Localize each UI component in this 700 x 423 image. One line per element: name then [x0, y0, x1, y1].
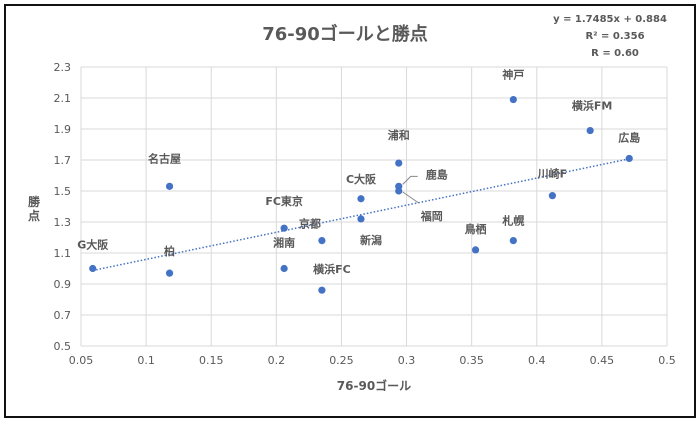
chart-frame [4, 4, 696, 418]
y-tick-label: 1.5 [54, 185, 72, 198]
data-label: 神戸 [502, 68, 524, 82]
data-label: 横浜FM [572, 99, 612, 113]
leader-line [402, 191, 420, 204]
chart-title: 76-90ゴールと勝点 [262, 23, 428, 45]
data-label: G大阪 [77, 238, 109, 252]
data-label: FC東京 [265, 194, 303, 208]
data-point [471, 246, 480, 254]
trendline-r2: R² = 0.356 [585, 31, 644, 42]
data-label: C大阪 [346, 172, 377, 186]
trendline-equation: y = 1.7485x + 0.884 [553, 14, 667, 25]
x-tick-label: 0.05 [69, 354, 94, 367]
y-tick-label: 2.3 [54, 61, 72, 74]
trendline [92, 158, 630, 272]
x-tick-label: 0.15 [199, 354, 224, 367]
x-tick-label: 0.4 [528, 354, 546, 367]
y-tick-label: 0.9 [54, 278, 72, 291]
data-label: 横浜FC [313, 262, 351, 276]
data-point [625, 154, 633, 163]
leader-line [402, 175, 418, 185]
data-point [89, 264, 97, 273]
data-point [165, 269, 174, 277]
data-label: 柏 [164, 244, 175, 258]
y-tick-label: 1.9 [54, 123, 72, 136]
data-point [395, 159, 403, 167]
y-tick-label: 1.1 [54, 247, 72, 260]
data-label: 福岡 [420, 209, 443, 223]
data-label: 広島 [618, 130, 640, 144]
data-point [280, 224, 288, 232]
y-tick-label: 0.7 [54, 309, 72, 322]
y-axis-title: 勝点 [28, 194, 41, 223]
data-point [318, 286, 326, 294]
data-label: 札幌 [501, 214, 524, 228]
x-tick-label: 0.1 [137, 354, 155, 367]
x-axis-title: 76-90ゴール [337, 378, 411, 393]
data-label: 湘南 [273, 236, 295, 250]
data-point [509, 237, 517, 245]
data-label: 鹿島 [426, 167, 448, 181]
data-point [395, 187, 403, 195]
x-tick-label: 0.45 [590, 354, 615, 367]
data-label: 川崎F [537, 167, 568, 181]
x-tick-label: 0.2 [268, 354, 286, 367]
data-point [357, 195, 365, 203]
data-point [586, 126, 594, 135]
data-label: 名古屋 [148, 151, 181, 165]
y-tick-label: 1.7 [54, 154, 72, 167]
data-label: 浦和 [388, 128, 410, 142]
x-tick-label: 0.5 [658, 354, 676, 367]
trendline-r: R = 0.60 [591, 48, 639, 59]
data-label: 京都 [299, 217, 321, 231]
data-point [165, 182, 174, 190]
y-tick-label: 2.1 [54, 92, 72, 105]
x-tick-label: 0.3 [398, 354, 416, 367]
y-tick-label: 0.5 [54, 340, 72, 353]
x-tick-label: 0.25 [329, 354, 354, 367]
x-tick-label: 0.35 [459, 354, 484, 367]
data-point [548, 192, 557, 200]
y-tick-label: 1.3 [54, 216, 72, 229]
data-point [280, 264, 288, 273]
data-point [509, 95, 517, 104]
data-point [357, 215, 365, 223]
data-point [318, 237, 326, 245]
data-label: 新潟 [360, 233, 382, 247]
data-label: 鳥栖 [465, 222, 487, 236]
